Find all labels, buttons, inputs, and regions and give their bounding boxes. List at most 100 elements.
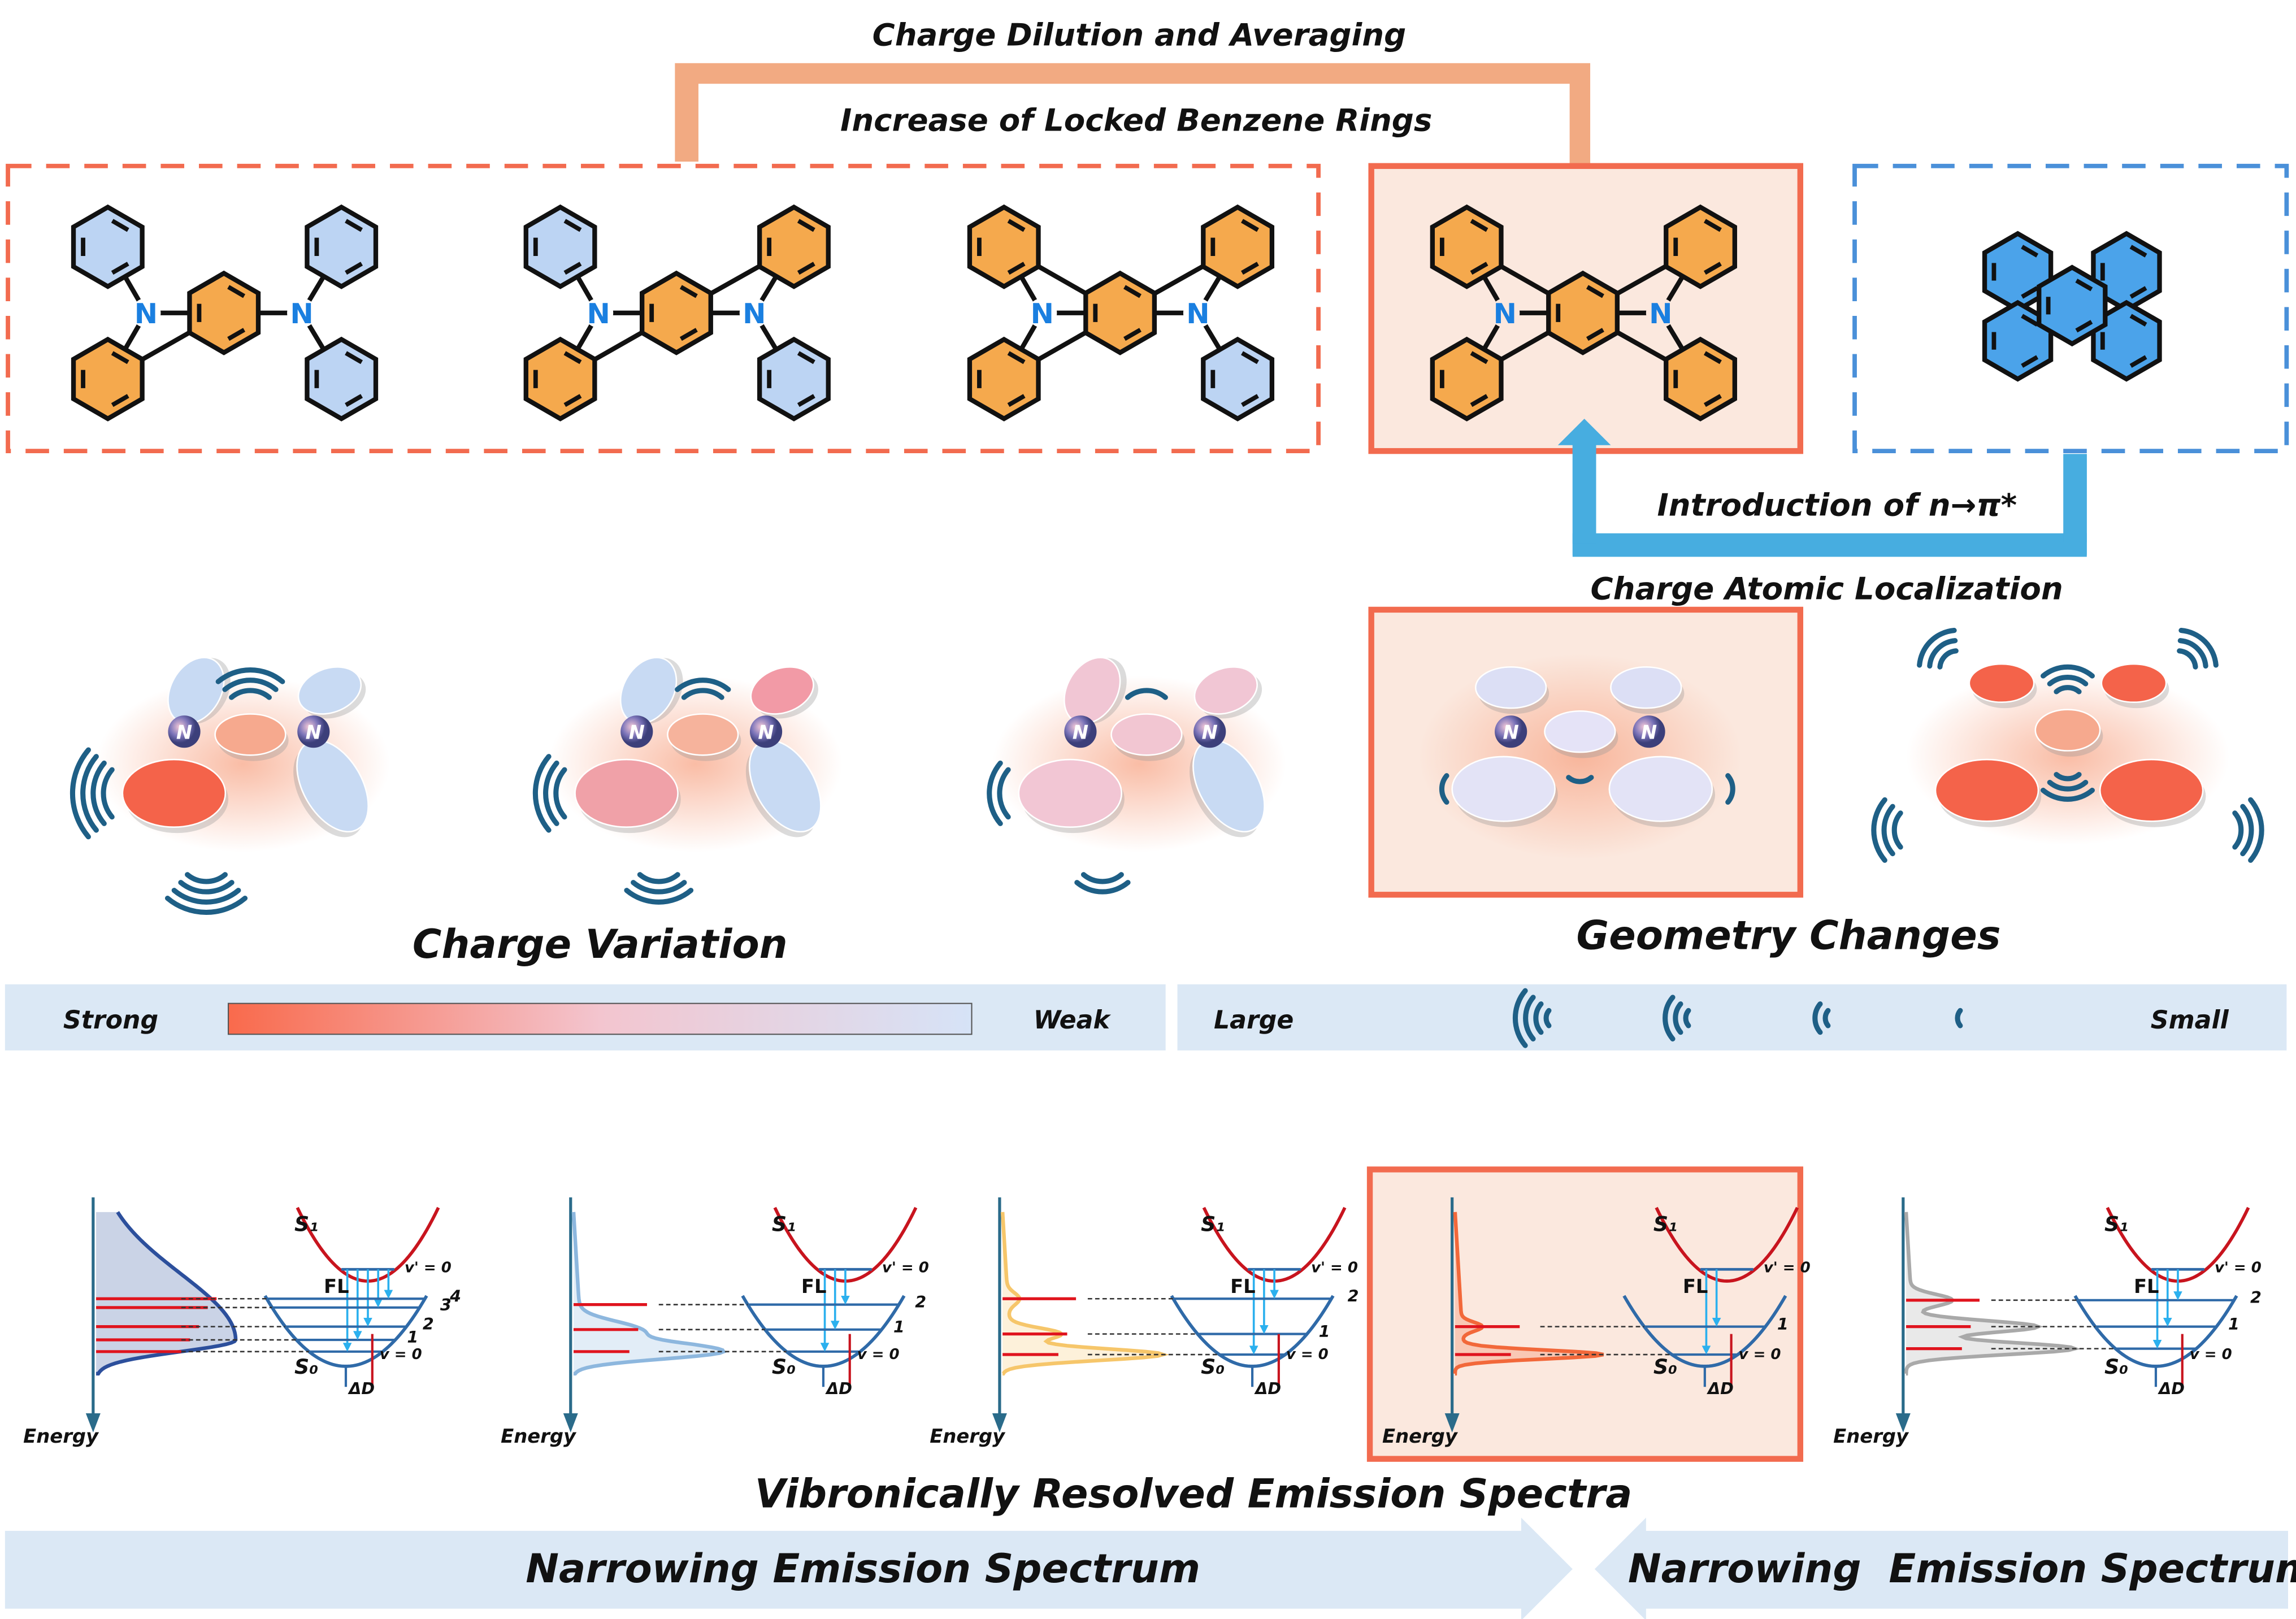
small-label: Small <box>2151 1006 2229 1035</box>
orbital-disc <box>1193 666 1258 715</box>
fluorescence-arrowhead <box>841 1296 850 1305</box>
spectrum-fill <box>1906 1212 2075 1374</box>
nitrogen-sphere <box>749 715 783 748</box>
double-bond <box>797 351 815 364</box>
emission-spectrum <box>571 1212 727 1376</box>
double-bond <box>111 351 129 364</box>
orbital-disc <box>1544 710 1616 753</box>
level-number-label: 1 <box>1777 1314 1789 1334</box>
highlight-spectrum-box <box>1366 1166 1804 1462</box>
vibration-wave-icon <box>1937 648 1959 670</box>
vibration-wave-icon <box>2248 797 2264 863</box>
vibration-wave-icon <box>532 754 552 833</box>
double-bond <box>1241 394 1259 407</box>
vibration-wave-icon <box>1543 1008 1552 1028</box>
strong-weak-gradient <box>227 1002 973 1035</box>
charge-dilution-label: Charge Dilution and Averaging <box>873 17 1407 53</box>
s0-label: S₀ <box>2104 1355 2128 1379</box>
nitrogen-sphere-label: N <box>629 722 645 744</box>
s0-label: S₀ <box>1653 1355 1677 1379</box>
vibration-wave-icon <box>2178 628 2219 668</box>
double-bond <box>1007 219 1026 232</box>
narrowing-right-label: Narrowing Emission Spectrum <box>1628 1546 2296 1592</box>
nitrogen-sphere <box>1193 715 1226 748</box>
v0-label: v = 0 <box>380 1346 422 1363</box>
fluorescence-arrowhead <box>1702 1345 1711 1355</box>
v-prime-label: v' = 0 <box>882 1259 929 1276</box>
fluorescence-arrowhead <box>820 1343 830 1352</box>
nitrogen-bg <box>739 298 769 328</box>
fluorescence-arrowhead <box>2173 1291 2182 1300</box>
orbital-disc <box>1451 756 1556 822</box>
double-bond <box>679 328 698 341</box>
vibration-wave-icon <box>164 896 248 915</box>
vibration-wave-icon <box>1673 1001 1683 1035</box>
fl-label: FL <box>1230 1275 1256 1297</box>
s1-label: S₁ <box>294 1212 318 1236</box>
charge-variation-label: Charge Variation <box>413 921 788 967</box>
double-bond <box>797 219 815 232</box>
fluorescence-arrowhead <box>1249 1345 1258 1355</box>
orbital-disc <box>2034 709 2101 752</box>
level-number-label: 2 <box>423 1314 434 1334</box>
large-label: Large <box>1214 1006 1294 1035</box>
energy-axis-arrowhead <box>1895 1413 1911 1433</box>
double-bond <box>111 219 129 232</box>
s1-label: S₁ <box>1201 1212 1225 1236</box>
double-bond <box>2021 314 2039 327</box>
double-bond <box>2021 355 2039 368</box>
double-bond <box>2129 245 2147 258</box>
donor-series-box <box>6 163 1321 454</box>
level-number-label: 3 <box>440 1295 452 1314</box>
vibration-wave-icon <box>2047 674 2089 687</box>
orbital-disc <box>2100 663 2167 704</box>
double-bond <box>1703 351 1722 364</box>
fluorescence-arrowhead <box>2152 1340 2162 1349</box>
double-bond <box>345 394 363 407</box>
fluorescence-arrowhead <box>342 1343 352 1352</box>
narrowing-arrow-right <box>5 1517 1573 1619</box>
vibration-wave-icon <box>70 747 91 840</box>
vibration-wave-icon <box>2054 685 2082 695</box>
v0-label: v = 0 <box>1739 1346 1781 1363</box>
double-bond <box>227 328 246 341</box>
orbital-disc <box>214 713 287 756</box>
weak-label: Weak <box>1034 1006 1112 1035</box>
nitrogen-atom-label: N <box>134 297 158 330</box>
level-number-label: 2 <box>1348 1286 1359 1305</box>
delta-d-label: ΔD <box>2158 1379 2185 1398</box>
level-number-label: 2 <box>2250 1288 2262 1307</box>
fluorescence-arrowhead <box>1260 1325 1269 1334</box>
double-bond <box>1470 394 1488 407</box>
nitrogen-sphere-label: N <box>1503 722 1519 744</box>
vibration-wave-icon <box>229 688 272 700</box>
nitrogen-sphere <box>297 715 330 748</box>
delta-d-label: ΔD <box>1707 1379 1734 1398</box>
double-bond <box>1241 351 1259 364</box>
charge-localization-label: Charge Atomic Localization <box>1591 571 2063 607</box>
nitrogen-bg <box>1490 298 1520 328</box>
vibration-wave-icon <box>1125 688 1168 700</box>
fl-label: FL <box>324 1275 349 1297</box>
double-bond <box>345 262 363 275</box>
spectrum-fill <box>1455 1212 1604 1374</box>
nitrogen-sphere <box>620 715 653 748</box>
nitrogen-sphere-label: N <box>758 722 774 744</box>
s1-label: S₁ <box>772 1212 796 1236</box>
double-bond <box>227 285 246 298</box>
double-bond <box>797 262 815 275</box>
level-number-label: 4 <box>449 1286 461 1305</box>
vibration-wave-icon <box>631 880 687 895</box>
vibration-wave-icon <box>624 888 694 905</box>
vibration-wave-icon <box>2240 804 2254 857</box>
vibration-wave-icon <box>1891 810 1903 850</box>
orbital-disc <box>2099 758 2204 822</box>
double-bond <box>1007 262 1026 275</box>
nitrogen-sphere-label: N <box>306 722 322 744</box>
vibration-wave-icon <box>1523 995 1536 1041</box>
